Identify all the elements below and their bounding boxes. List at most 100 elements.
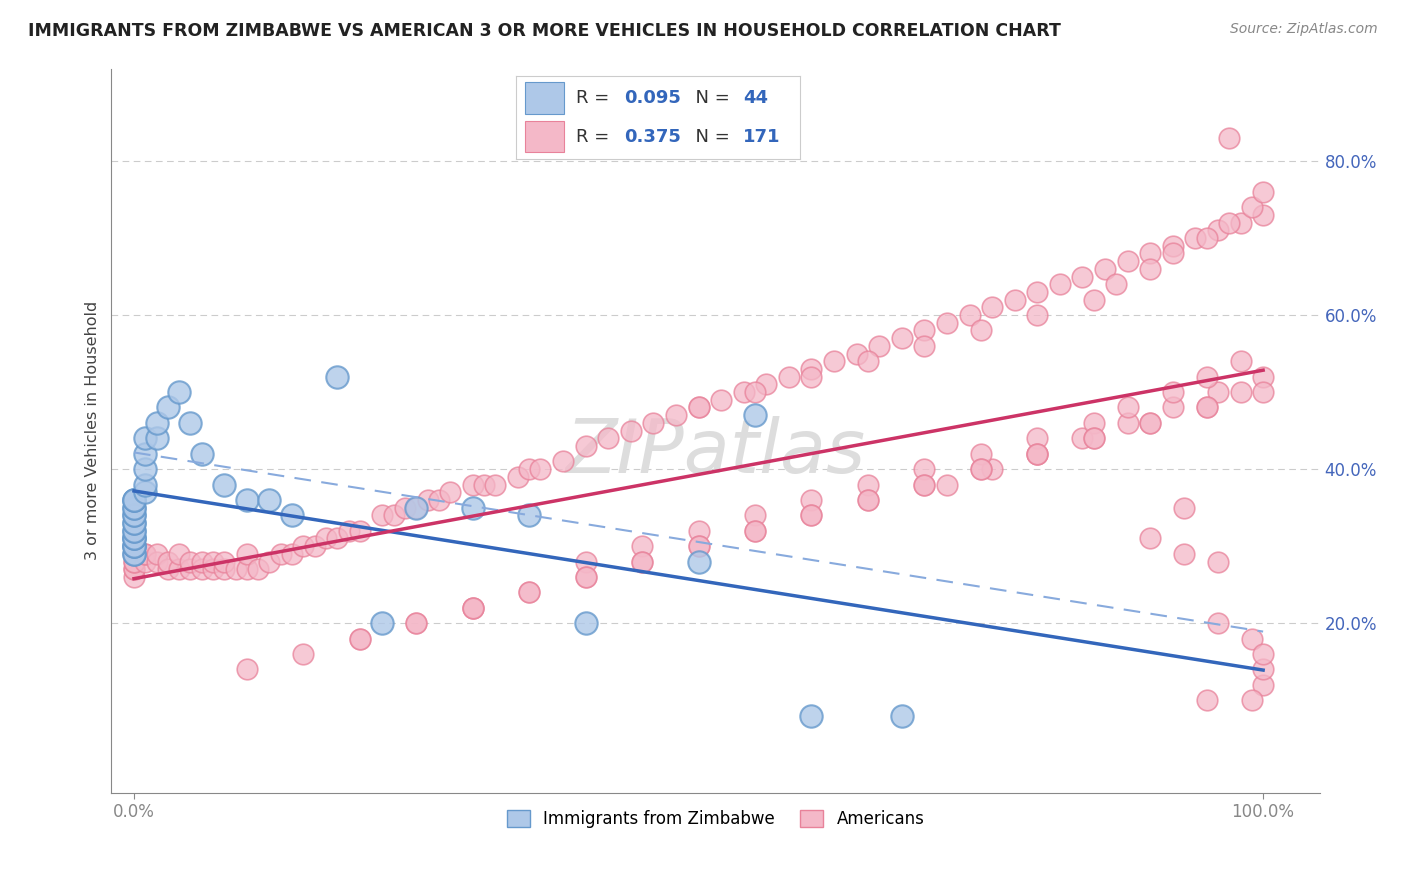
Point — [1251, 647, 1274, 661]
Point — [122, 532, 145, 546]
Point — [1083, 431, 1105, 445]
Point — [1094, 261, 1116, 276]
Point — [145, 416, 167, 430]
Point — [970, 323, 993, 337]
Point — [1240, 693, 1263, 707]
Point — [134, 485, 156, 500]
Point — [315, 532, 337, 546]
Point — [744, 408, 766, 422]
Point — [1229, 216, 1251, 230]
Point — [981, 462, 1004, 476]
Point — [800, 492, 823, 507]
Point — [122, 539, 145, 553]
Point — [145, 555, 167, 569]
Point — [1173, 500, 1195, 515]
Point — [890, 331, 912, 345]
Point — [259, 492, 281, 507]
Point — [856, 492, 879, 507]
Point — [1195, 401, 1218, 415]
Point — [122, 539, 145, 553]
Point — [122, 500, 145, 515]
Point — [134, 462, 156, 476]
Point — [1116, 254, 1139, 268]
Point — [122, 562, 145, 576]
Point — [688, 401, 710, 415]
Point — [800, 708, 823, 723]
Point — [292, 539, 315, 553]
Point — [575, 439, 598, 453]
Point — [236, 662, 259, 676]
Point — [236, 547, 259, 561]
Point — [1218, 131, 1240, 145]
Point — [1139, 532, 1161, 546]
Point — [856, 477, 879, 491]
Point — [970, 462, 993, 476]
Point — [304, 539, 326, 553]
Point — [936, 316, 959, 330]
Point — [337, 524, 360, 538]
Point — [744, 385, 766, 400]
Point — [1116, 401, 1139, 415]
Point — [1229, 354, 1251, 368]
Point — [1026, 447, 1049, 461]
Point — [122, 524, 145, 538]
Point — [800, 369, 823, 384]
Point — [1206, 223, 1229, 237]
Point — [484, 477, 506, 491]
Point — [371, 616, 394, 631]
Point — [1139, 416, 1161, 430]
Point — [326, 369, 349, 384]
Point — [1026, 285, 1049, 299]
Point — [688, 539, 710, 553]
Point — [1083, 431, 1105, 445]
Point — [1139, 416, 1161, 430]
Point — [970, 447, 993, 461]
Point — [1026, 447, 1049, 461]
Point — [394, 500, 416, 515]
Point — [461, 600, 484, 615]
Point — [326, 532, 349, 546]
Point — [1026, 447, 1049, 461]
Point — [778, 369, 800, 384]
Point — [134, 547, 156, 561]
Point — [665, 408, 688, 422]
Point — [122, 562, 145, 576]
Point — [1004, 293, 1026, 307]
Point — [856, 354, 879, 368]
Point — [1240, 632, 1263, 646]
Point — [1161, 238, 1184, 252]
Point — [688, 401, 710, 415]
Point — [461, 477, 484, 491]
Point — [800, 508, 823, 523]
Point — [247, 562, 270, 576]
Point — [427, 492, 450, 507]
Point — [122, 539, 145, 553]
Point — [845, 346, 868, 360]
Point — [405, 616, 427, 631]
Point — [800, 362, 823, 376]
Point — [1251, 662, 1274, 676]
Point — [1026, 308, 1049, 322]
Point — [236, 492, 259, 507]
Point — [643, 416, 665, 430]
Point — [405, 500, 427, 515]
Point — [134, 547, 156, 561]
Point — [382, 508, 405, 523]
Point — [167, 547, 190, 561]
Point — [1173, 547, 1195, 561]
Point — [890, 708, 912, 723]
Point — [631, 539, 654, 553]
Point — [1083, 293, 1105, 307]
Point — [281, 547, 304, 561]
Point — [122, 532, 145, 546]
Point — [1049, 277, 1071, 292]
Point — [575, 555, 598, 569]
Legend: Immigrants from Zimbabwe, Americans: Immigrants from Zimbabwe, Americans — [501, 804, 931, 835]
Y-axis label: 3 or more Vehicles in Household: 3 or more Vehicles in Household — [86, 301, 100, 560]
Point — [733, 385, 755, 400]
Point — [122, 547, 145, 561]
Point — [1161, 385, 1184, 400]
Point — [145, 547, 167, 561]
Point — [461, 600, 484, 615]
Point — [1240, 200, 1263, 214]
